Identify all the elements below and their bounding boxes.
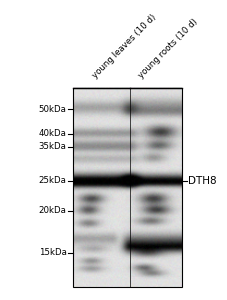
Text: 50kDa: 50kDa xyxy=(39,104,67,113)
Text: 25kDa: 25kDa xyxy=(39,176,67,185)
Text: DTH8: DTH8 xyxy=(188,176,216,186)
Bar xyxy=(73,88,181,287)
Text: 40kDa: 40kDa xyxy=(39,129,67,138)
Text: 35kDa: 35kDa xyxy=(39,142,67,152)
Text: young leaves (10 d): young leaves (10 d) xyxy=(91,12,158,80)
Text: 20kDa: 20kDa xyxy=(39,206,67,215)
Text: 15kDa: 15kDa xyxy=(39,248,67,257)
Text: young roots (10 d): young roots (10 d) xyxy=(136,17,198,80)
